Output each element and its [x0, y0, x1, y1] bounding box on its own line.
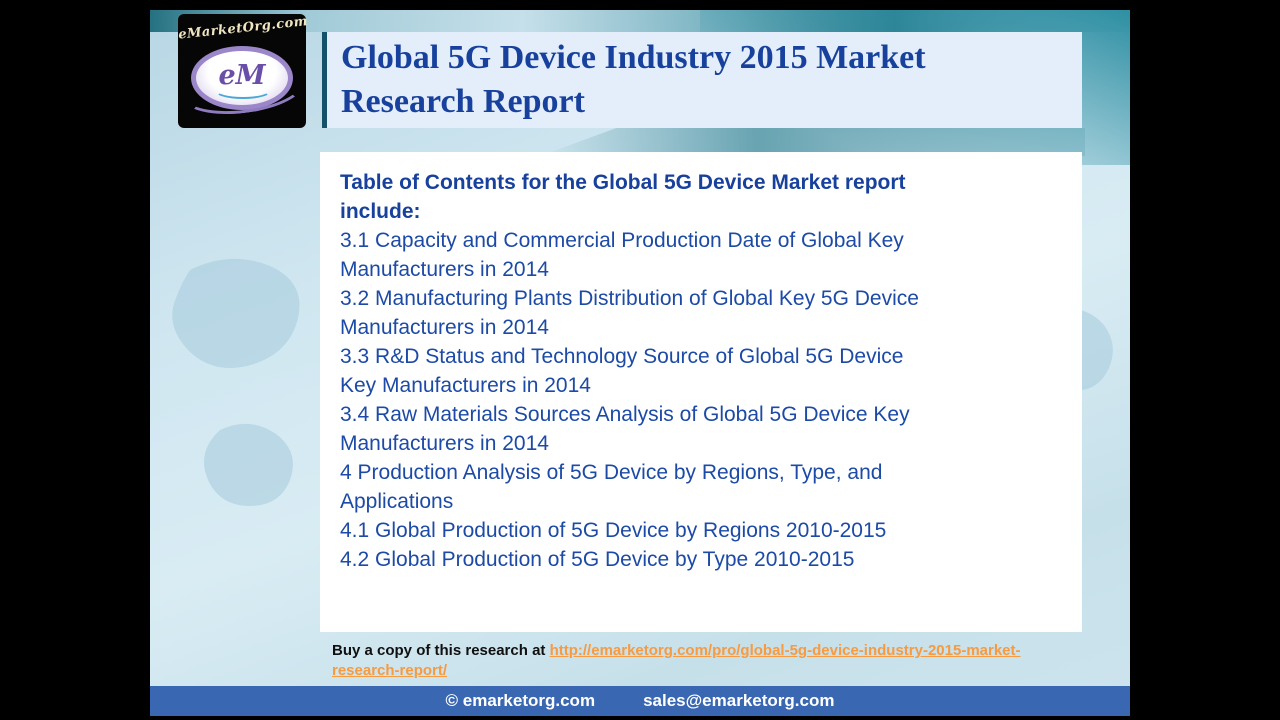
toc-panel: Table of Contents for the Global 5G Devi… [320, 152, 1082, 632]
logo-wave-icon [214, 81, 272, 99]
toc-item: 3.1 Capacity and Commercial Production D… [340, 229, 904, 281]
toc-item: 3.2 Manufacturing Plants Distribution of… [340, 287, 919, 339]
toc-heading: Table of Contents for the Global 5G Devi… [340, 171, 906, 223]
header-shadow-wedge [540, 128, 1085, 156]
logo-oval: eM [179, 46, 307, 121]
toc-item: 3.4 Raw Materials Sources Analysis of Gl… [340, 403, 910, 455]
page-title: Global 5G Device Industry 2015 Market Re… [341, 38, 926, 120]
footer-bar: © emarketorg.com sales@emarketorg.com [150, 686, 1130, 716]
title-band: Global 5G Device Industry 2015 Market Re… [322, 32, 1082, 128]
toc-item: 4.1 Global Production of 5G Device by Re… [340, 519, 887, 542]
footer-email: sales@emarketorg.com [643, 691, 835, 710]
toc-item: 3.3 R&D Status and Technology Source of … [340, 345, 904, 397]
buy-prefix: Buy a copy of this research at [332, 642, 550, 659]
emarketorg-logo: eMarketOrg.com eM [177, 14, 309, 128]
report-link[interactable]: http://emarketorg.com/pro/global-5g-devi… [332, 642, 1021, 679]
toc-item: 4.2 Global Production of 5G Device by Ty… [340, 548, 855, 571]
slide: eMarketOrg.com eM Global 5G Device Indus… [150, 10, 1130, 716]
logo-brand-text: eMarketOrg.com [177, 14, 309, 43]
buy-line: Buy a copy of this research at http://em… [332, 641, 1032, 681]
footer-copyright: © emarketorg.com [445, 691, 596, 710]
toc-item: 4 Production Analysis of 5G Device by Re… [340, 461, 883, 513]
